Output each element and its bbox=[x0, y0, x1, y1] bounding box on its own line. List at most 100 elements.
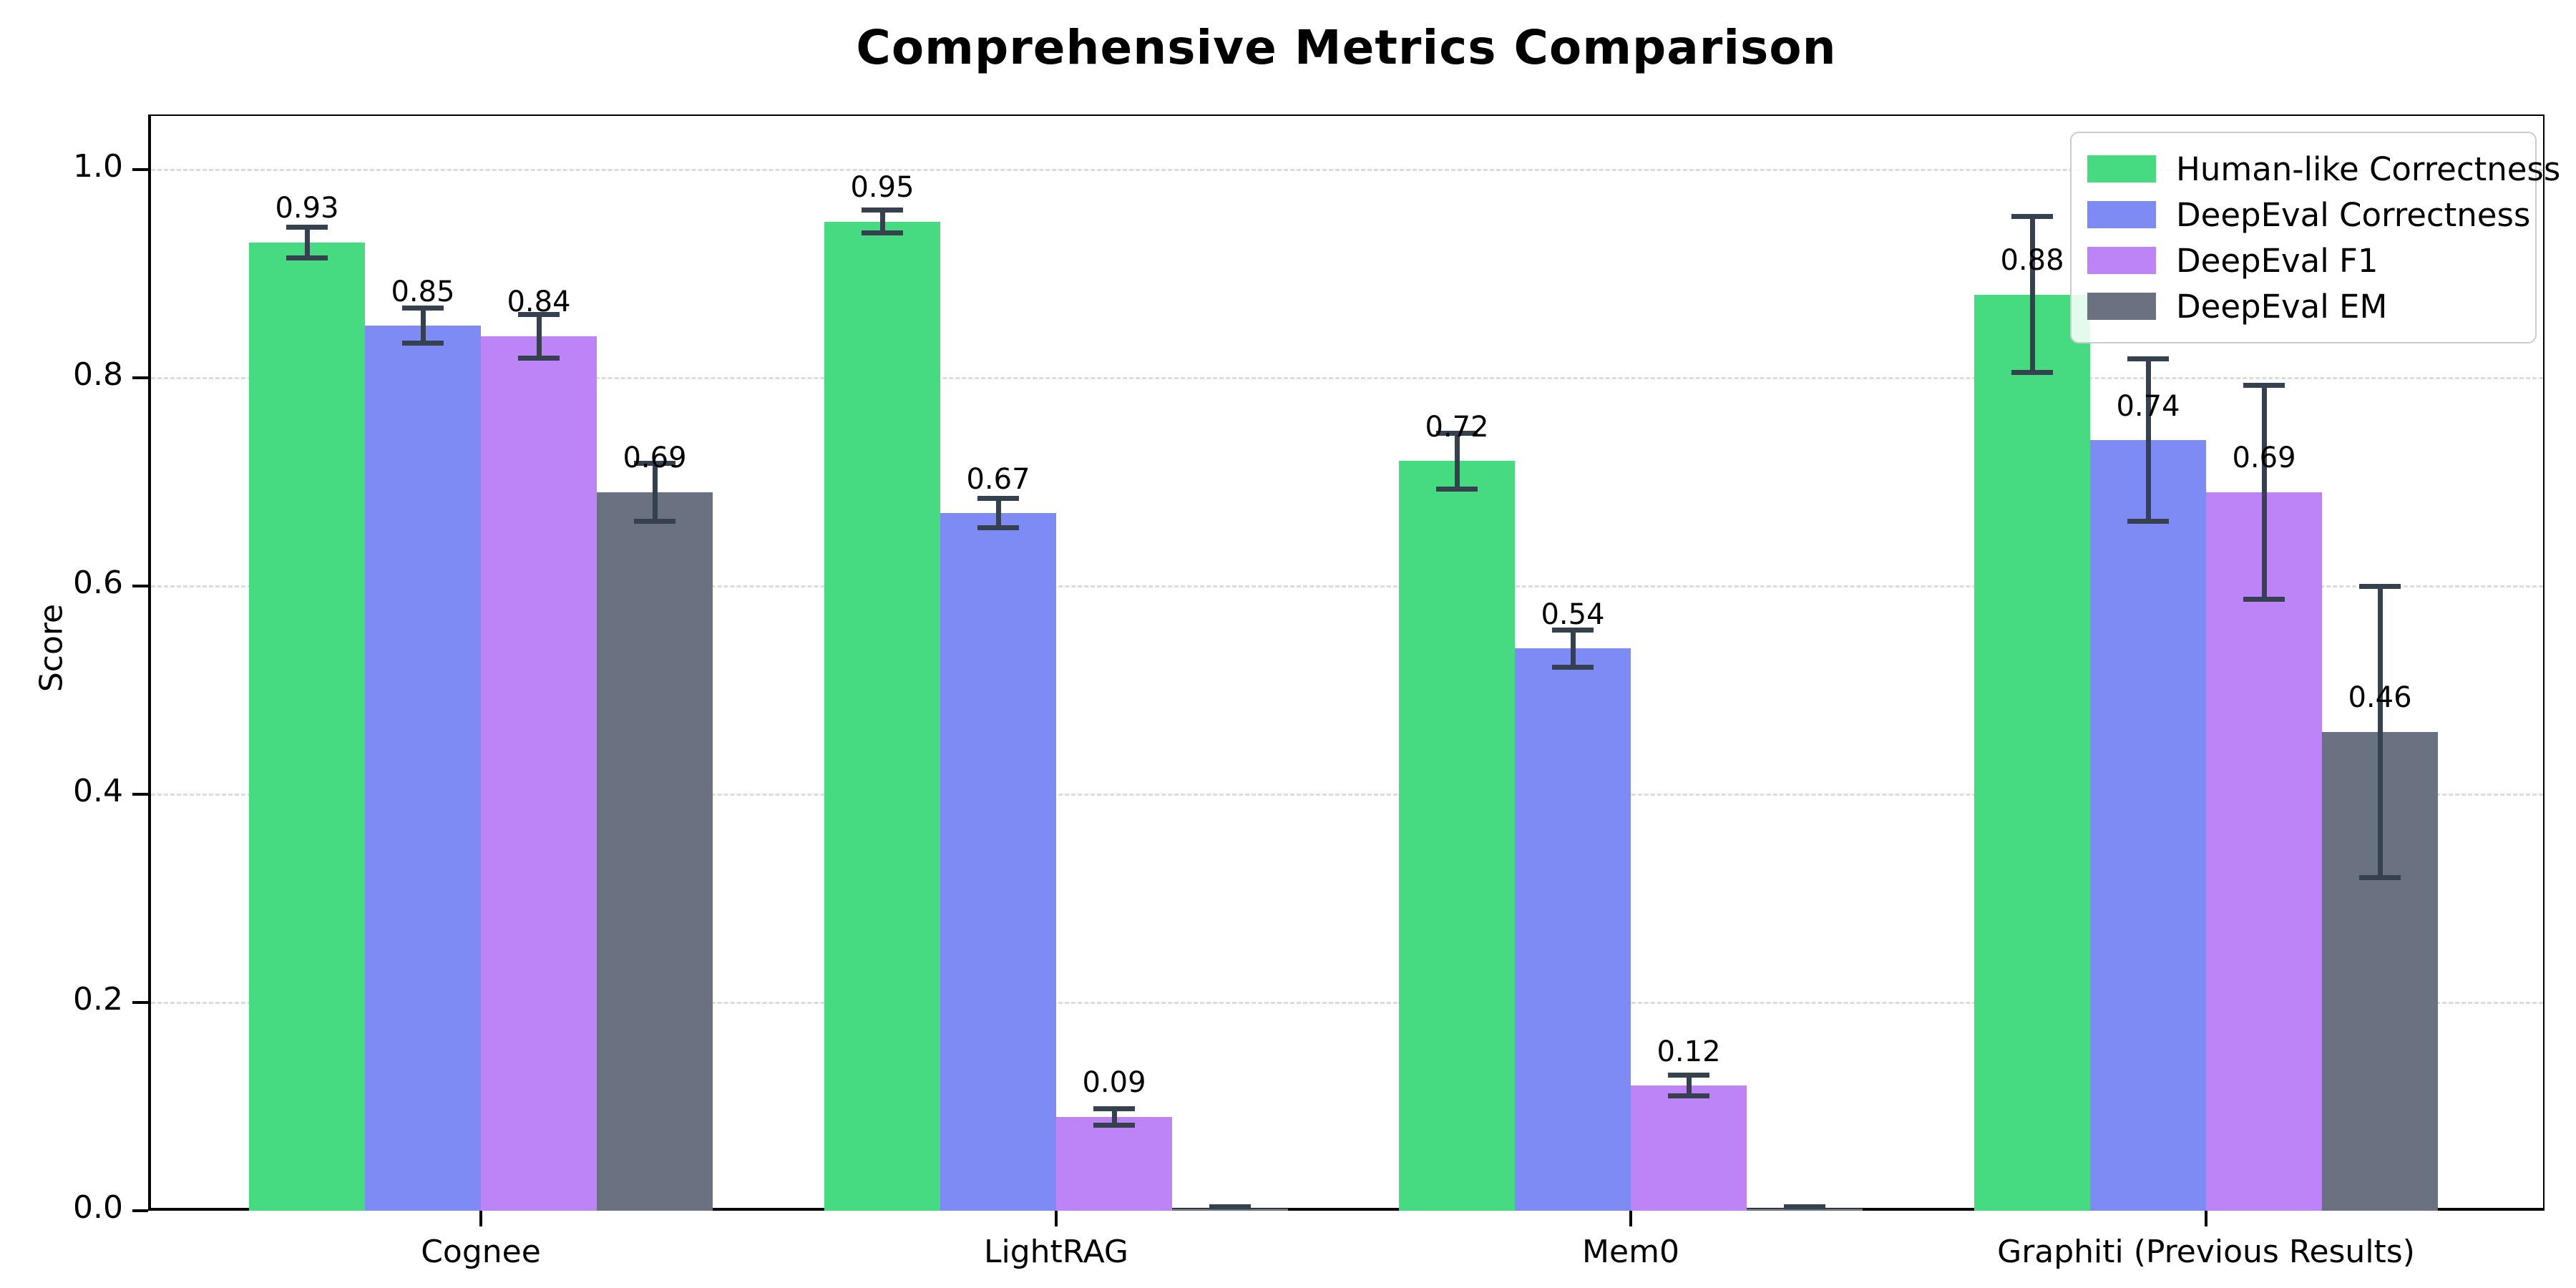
error-bar-human-like-correctness-lightrag bbox=[879, 210, 885, 233]
gridline-1.0 bbox=[151, 169, 2543, 171]
error-cap-bottom-human-like-correctness-cognee bbox=[286, 255, 328, 261]
error-bar-deepeval-em-graphiti-previous-results bbox=[2377, 586, 2383, 878]
error-cap-top-deepeval-f1-cognee bbox=[518, 311, 560, 317]
bar-deepeval-em-mem0 bbox=[1747, 1209, 1863, 1211]
y-tick-mark-0.2 bbox=[132, 1001, 148, 1004]
bar-human-like-correctness-lightrag bbox=[824, 221, 940, 1211]
error-cap-bottom-deepeval-f1-graphiti-previous-results bbox=[2243, 597, 2285, 602]
error-cap-top-deepeval-em-cognee bbox=[634, 460, 675, 466]
legend: Human-like Correctness DeepEval Correctne… bbox=[2070, 132, 2560, 343]
error-cap-top-human-like-correctness-cognee bbox=[286, 224, 328, 230]
bar-value-label-human-like-correctness-lightrag: 0.95 bbox=[850, 171, 914, 205]
error-cap-bottom-human-like-correctness-lightrag bbox=[862, 230, 903, 236]
error-cap-bottom-deepeval-em-graphiti-previous-results bbox=[2359, 874, 2401, 880]
error-bar-human-like-correctness-graphiti-previous-results bbox=[2029, 216, 2035, 373]
error-cap-bottom-human-like-correctness-mem0 bbox=[1436, 487, 1478, 492]
legend-label: DeepEval EM bbox=[2176, 287, 2388, 326]
gridline-0.2 bbox=[151, 1002, 2543, 1004]
error-cap-top-deepeval-em-graphiti-previous-results bbox=[2359, 583, 2401, 589]
x-tick-mark-graphiti-previous-results bbox=[2205, 1211, 2207, 1226]
bar-value-label-deepeval-em-cognee: 0.69 bbox=[623, 441, 687, 475]
x-tick-label-lightrag: LightRAG bbox=[983, 1234, 1129, 1270]
error-bar-deepeval-em-cognee bbox=[652, 463, 658, 522]
error-cap-top-human-like-correctness-lightrag bbox=[862, 208, 903, 213]
error-cap-top-deepeval-f1-lightrag bbox=[1093, 1106, 1135, 1111]
error-bar-human-like-correctness-mem0 bbox=[1454, 433, 1460, 489]
x-tick-label-cognee: Cognee bbox=[421, 1234, 541, 1270]
y-tick-label-0.4: 0.4 bbox=[73, 773, 123, 809]
error-bar-human-like-correctness-cognee bbox=[304, 227, 310, 258]
y-axis-title: Score bbox=[33, 603, 70, 693]
error-cap-top-human-like-correctness-mem0 bbox=[1436, 430, 1478, 436]
bar-value-label-deepeval-f1-lightrag: 0.09 bbox=[1082, 1066, 1146, 1100]
legend-item-deepeval-f1: DeepEval F1 bbox=[2087, 238, 2518, 283]
error-bar-deepeval-f1-lightrag bbox=[1111, 1108, 1117, 1126]
legend-swatch-human-like-correctness bbox=[2087, 155, 2156, 182]
legend-item-deepeval-correctness: DeepEval Correctness bbox=[2087, 192, 2530, 238]
error-bar-deepeval-correctness-cognee bbox=[420, 308, 426, 343]
y-tick-label-0.2: 0.2 bbox=[73, 981, 123, 1018]
bar-human-like-correctness-graphiti-previous-results bbox=[1974, 294, 2090, 1211]
y-tick-label-1.0: 1.0 bbox=[73, 148, 123, 185]
error-cap-bottom-deepeval-f1-lightrag bbox=[1093, 1123, 1135, 1128]
error-cap-top-deepeval-correctness-cognee bbox=[402, 306, 444, 311]
bar-deepeval-em-cognee bbox=[597, 492, 713, 1211]
error-cap-top-deepeval-correctness-mem0 bbox=[1552, 627, 1594, 633]
chart-title: Comprehensive Metrics Comparison bbox=[856, 20, 1837, 75]
bar-deepeval-f1-graphiti-previous-results bbox=[2206, 492, 2322, 1211]
error-cap-top-deepeval-correctness-lightrag bbox=[977, 496, 1019, 502]
bar-value-label-deepeval-f1-mem0: 0.12 bbox=[1657, 1035, 1721, 1068]
bar-value-label-deepeval-f1-graphiti-previous-results: 0.69 bbox=[2232, 441, 2296, 475]
error-cap-bottom-deepeval-correctness-cognee bbox=[402, 341, 444, 346]
error-cap-bottom-deepeval-em-cognee bbox=[634, 519, 675, 525]
bar-value-label-deepeval-correctness-graphiti-previous-results: 0.74 bbox=[2116, 389, 2180, 423]
bar-value-label-human-like-correctness-cognee: 0.93 bbox=[275, 192, 339, 225]
bar-deepeval-em-lightrag bbox=[1172, 1209, 1288, 1211]
legend-swatch-deepeval-f1 bbox=[2087, 247, 2156, 274]
y-tick-mark-1.0 bbox=[132, 168, 148, 171]
x-tick-label-graphiti-previous-results: Graphiti (Previous Results) bbox=[1997, 1234, 2415, 1270]
error-bar-deepeval-f1-mem0 bbox=[1686, 1075, 1692, 1096]
error-cap-top-deepeval-em-lightrag bbox=[1209, 1204, 1251, 1209]
legend-label: DeepEval Correctness bbox=[2176, 195, 2531, 234]
bar-deepeval-correctness-cognee bbox=[365, 326, 481, 1211]
error-bar-deepeval-correctness-lightrag bbox=[995, 498, 1001, 528]
bar-value-label-deepeval-correctness-mem0: 0.54 bbox=[1541, 597, 1605, 631]
error-cap-bottom-human-like-correctness-graphiti-previous-results bbox=[2011, 370, 2053, 376]
bar-deepeval-f1-cognee bbox=[481, 336, 597, 1211]
x-tick-mark-lightrag bbox=[1055, 1211, 1058, 1226]
y-tick-mark-0.6 bbox=[132, 585, 148, 587]
x-tick-mark-cognee bbox=[479, 1211, 482, 1226]
error-cap-top-deepeval-f1-mem0 bbox=[1668, 1073, 1709, 1078]
legend-label: Human-like Correctness bbox=[2176, 150, 2561, 188]
x-tick-label-mem0: Mem0 bbox=[1582, 1234, 1679, 1270]
error-cap-bottom-deepeval-f1-mem0 bbox=[1668, 1093, 1709, 1099]
y-tick-label-0.8: 0.8 bbox=[73, 356, 123, 393]
error-bar-deepeval-f1-graphiti-previous-results bbox=[2261, 385, 2267, 600]
legend-item-deepeval-em: DeepEval EM bbox=[2087, 283, 2518, 329]
gridline-0.8 bbox=[151, 377, 2543, 379]
bar-value-label-human-like-correctness-mem0: 0.72 bbox=[1425, 410, 1489, 444]
error-cap-bottom-deepeval-correctness-graphiti-previous-results bbox=[2127, 519, 2169, 525]
error-cap-bottom-deepeval-f1-cognee bbox=[518, 355, 560, 361]
bar-human-like-correctness-cognee bbox=[249, 242, 365, 1211]
bar-deepeval-f1-mem0 bbox=[1631, 1085, 1747, 1211]
error-bar-deepeval-correctness-mem0 bbox=[1570, 630, 1576, 668]
gridline-0.4 bbox=[151, 794, 2543, 796]
legend-label: DeepEval F1 bbox=[2176, 241, 2379, 280]
y-tick-mark-0.0 bbox=[132, 1209, 148, 1212]
x-tick-mark-mem0 bbox=[1629, 1211, 1632, 1226]
bar-value-label-deepeval-correctness-cognee: 0.85 bbox=[391, 275, 455, 308]
y-tick-mark-0.8 bbox=[132, 376, 148, 379]
bar-value-label-deepeval-f1-cognee: 0.84 bbox=[507, 286, 571, 319]
bar-deepeval-correctness-graphiti-previous-results bbox=[2090, 440, 2206, 1211]
error-cap-top-deepeval-em-mem0 bbox=[1784, 1204, 1825, 1209]
error-bar-deepeval-correctness-graphiti-previous-results bbox=[2145, 358, 2151, 522]
error-cap-top-deepeval-correctness-graphiti-previous-results bbox=[2127, 356, 2169, 362]
bar-deepeval-f1-lightrag bbox=[1056, 1117, 1172, 1211]
y-tick-mark-0.4 bbox=[132, 793, 148, 796]
error-cap-bottom-deepeval-correctness-lightrag bbox=[977, 525, 1019, 531]
bar-value-label-deepeval-correctness-lightrag: 0.67 bbox=[966, 462, 1030, 496]
bar-value-label-human-like-correctness-graphiti-previous-results: 0.88 bbox=[2000, 243, 2064, 277]
